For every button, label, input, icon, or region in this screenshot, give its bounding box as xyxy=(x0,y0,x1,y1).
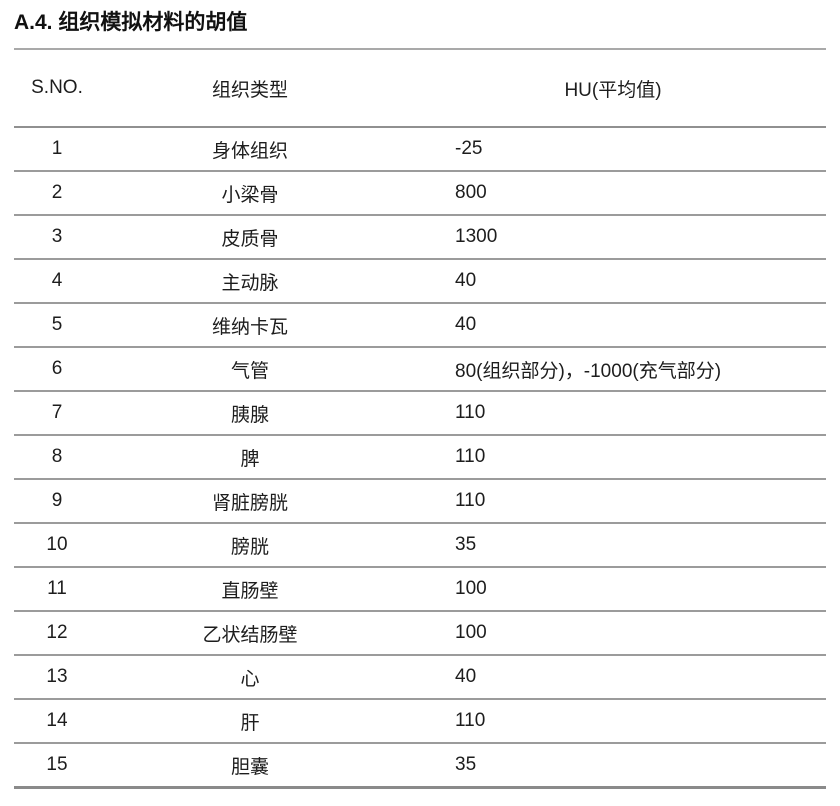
table-row: 10 膀胱 35 xyxy=(14,523,826,568)
hu-cell: 800 xyxy=(400,171,826,216)
hu-cell: 100 xyxy=(400,611,826,656)
tissue-cell: 小梁骨 xyxy=(100,171,400,216)
table-row: 13 心 40 xyxy=(14,655,826,700)
sno-cell: 4 xyxy=(14,259,100,304)
sno-cell: 12 xyxy=(14,611,100,656)
sno-cell: 2 xyxy=(14,171,100,216)
col-header-sno: S.NO. xyxy=(14,50,100,128)
tissue-cell: 乙状结肠壁 xyxy=(100,611,400,656)
hu-cell: 40 xyxy=(400,259,826,304)
table-row: 15 胆囊 35 xyxy=(14,743,826,789)
table-row: 2 小梁骨 800 xyxy=(14,171,826,216)
table-row: 3 皮质骨 1300 xyxy=(14,215,826,260)
sno-cell: 11 xyxy=(14,567,100,612)
sno-cell: 13 xyxy=(14,655,100,700)
hu-cell: 35 xyxy=(400,523,826,568)
hu-cell: -25 xyxy=(400,127,826,172)
tissue-cell: 心 xyxy=(100,655,400,700)
tissue-cell: 主动脉 xyxy=(100,259,400,304)
tissue-cell: 膀胱 xyxy=(100,523,400,568)
tissue-cell: 维纳卡瓦 xyxy=(100,303,400,348)
sno-cell: 6 xyxy=(14,347,100,392)
tissue-cell: 脾 xyxy=(100,435,400,480)
sno-cell: 7 xyxy=(14,391,100,436)
hu-cell: 80(组织部分)，-1000(充气部分) xyxy=(400,347,826,392)
hu-cell: 110 xyxy=(400,479,826,524)
table-row: 12 乙状结肠壁 100 xyxy=(14,611,826,656)
tissue-cell: 气管 xyxy=(100,347,400,392)
table-row: 8 脾 110 xyxy=(14,435,826,480)
tissue-cell: 胰腺 xyxy=(100,391,400,436)
tissue-cell: 肝 xyxy=(100,699,400,744)
sno-cell: 8 xyxy=(14,435,100,480)
hu-cell: 35 xyxy=(400,743,826,789)
sno-cell: 5 xyxy=(14,303,100,348)
table-row: 6 气管 80(组织部分)，-1000(充气部分) xyxy=(14,347,826,392)
table-row: 1 身体组织 -25 xyxy=(14,127,826,172)
table-row: 4 主动脉 40 xyxy=(14,259,826,304)
hu-table: S.NO. 组织类型 HU(平均值) 1 身体组织 -25 2 小梁骨 800 … xyxy=(14,50,826,789)
sno-cell: 10 xyxy=(14,523,100,568)
table-row: 14 肝 110 xyxy=(14,699,826,744)
tissue-cell: 皮质骨 xyxy=(100,215,400,260)
tissue-cell: 直肠壁 xyxy=(100,567,400,612)
title-block: A.4. 组织模拟材料的胡值 xyxy=(14,0,826,50)
hu-cell: 1300 xyxy=(400,215,826,260)
page-title: A.4. 组织模拟材料的胡值 xyxy=(14,11,248,34)
table-row: 5 维纳卡瓦 40 xyxy=(14,303,826,348)
sno-cell: 9 xyxy=(14,479,100,524)
col-header-hu: HU(平均值) xyxy=(400,50,826,128)
tissue-cell: 胆囊 xyxy=(100,743,400,789)
sno-cell: 14 xyxy=(14,699,100,744)
table-row: 11 直肠壁 100 xyxy=(14,567,826,612)
hu-cell: 110 xyxy=(400,391,826,436)
hu-cell: 100 xyxy=(400,567,826,612)
sno-cell: 15 xyxy=(14,743,100,789)
header-row: S.NO. 组织类型 HU(平均值) xyxy=(14,50,826,128)
hu-cell: 110 xyxy=(400,699,826,744)
tissue-cell: 肾脏膀胱 xyxy=(100,479,400,524)
hu-cell: 110 xyxy=(400,435,826,480)
table-row: 7 胰腺 110 xyxy=(14,391,826,436)
hu-cell: 40 xyxy=(400,303,826,348)
hu-cell: 40 xyxy=(400,655,826,700)
col-header-tissue: 组织类型 xyxy=(100,50,400,128)
table-row: 9 肾脏膀胱 110 xyxy=(14,479,826,524)
document-page: A.4. 组织模拟材料的胡值 S.NO. 组织类型 HU(平均值) 1 身体组织… xyxy=(14,0,826,789)
sno-cell: 1 xyxy=(14,127,100,172)
tissue-cell: 身体组织 xyxy=(100,127,400,172)
sno-cell: 3 xyxy=(14,215,100,260)
